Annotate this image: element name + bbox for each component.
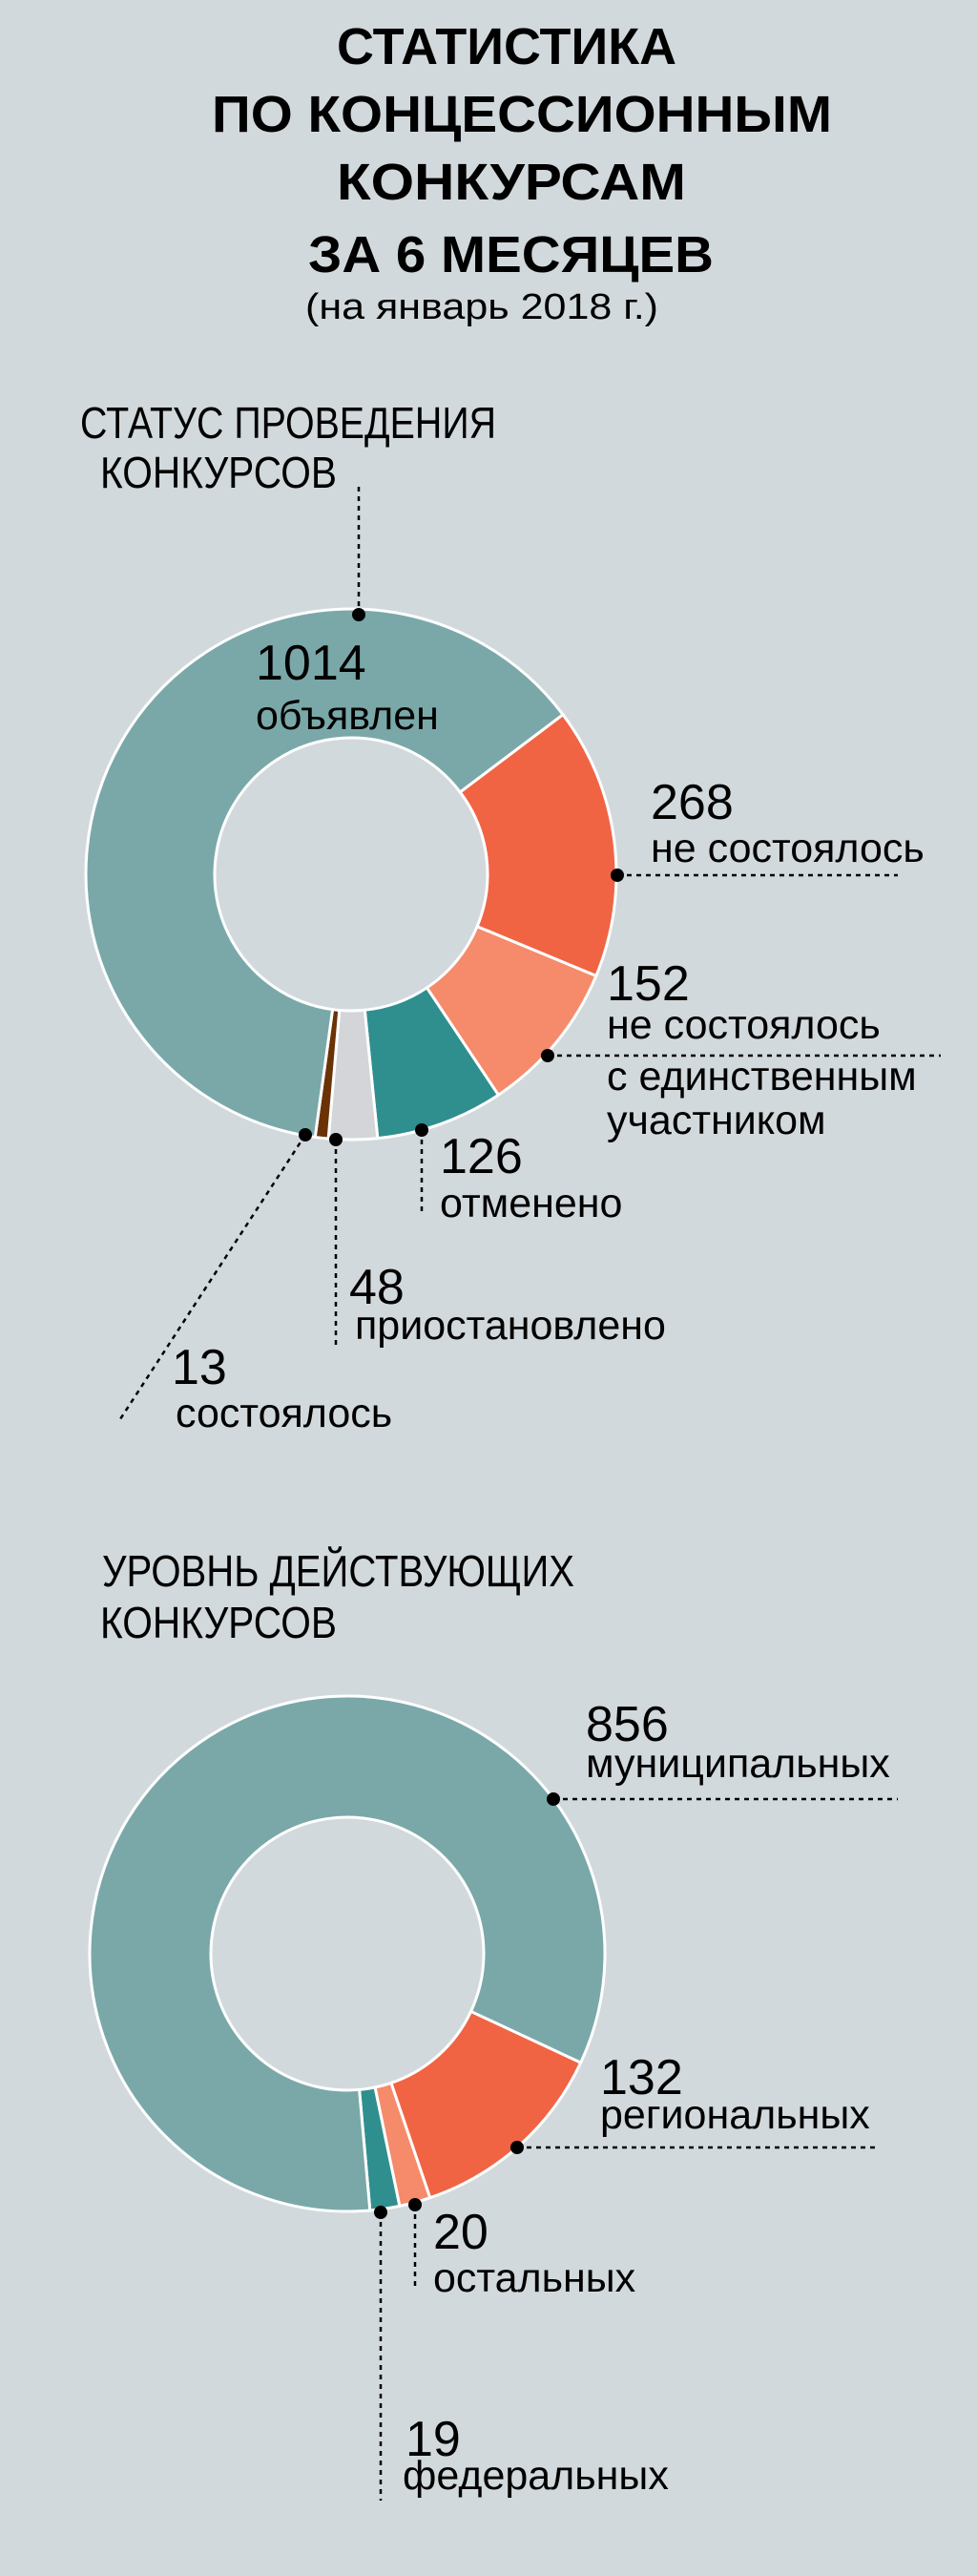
label-municipal: муниципальных — [586, 1741, 890, 1787]
value-failed: 268 — [651, 775, 734, 830]
chart1-title-line-1: СТАТУС ПРОВЕДЕНИЯ — [80, 398, 496, 448]
leader-dot-municipal — [547, 1792, 560, 1806]
value-announced: 1014 — [256, 636, 366, 691]
chart2-donut — [88, 1694, 607, 2213]
label-single-3: участником — [607, 1098, 826, 1143]
leader-dot-failed — [611, 869, 624, 882]
value-held: 13 — [172, 1340, 227, 1395]
label-held: состоялось — [176, 1391, 392, 1436]
title-line-4: ЗА 6 МЕСЯЦЕВ — [308, 226, 714, 283]
value-single: 152 — [607, 956, 690, 1012]
subtitle: (на январь 2018 г.) — [305, 287, 658, 327]
value-federal: 19 — [405, 2412, 461, 2467]
leader-dot-suspended — [329, 1133, 343, 1146]
value-municipal: 856 — [586, 1697, 669, 1752]
value-suspended: 48 — [349, 1260, 405, 1315]
chart1-title-line-2: КОНКУРСОВ — [100, 448, 337, 497]
chart2-title-line-2: КОНКУРСОВ — [100, 1598, 337, 1647]
leader-dot-single — [541, 1049, 554, 1062]
title-line-2: ПО КОНЦЕССИОННЫМ — [212, 86, 832, 143]
donut-segment-1 — [458, 712, 618, 978]
label-single-2: с единственным — [607, 1054, 917, 1100]
label-regional: региональных — [600, 2092, 870, 2138]
title-line-3: КОНКУРСАМ — [337, 154, 686, 211]
leader-dot-held — [299, 1128, 312, 1141]
label-federal: федеральных — [403, 2453, 669, 2499]
label-other: остальных — [433, 2255, 636, 2301]
chart1-donut — [84, 607, 618, 1141]
leader-dot-other — [408, 2198, 422, 2211]
label-announced: объявлен — [256, 693, 439, 739]
label-cancelled: отменено — [440, 1181, 622, 1226]
value-cancelled: 126 — [440, 1129, 523, 1184]
label-single-1: не состоялось — [607, 1002, 881, 1048]
value-regional: 132 — [600, 2050, 683, 2105]
title-line-1: СТАТИСТИКА — [337, 18, 676, 75]
leader-dot-announced — [352, 608, 365, 621]
leader-dot-regional — [510, 2141, 524, 2154]
chart2-title-line-1: УРОВНЬ ДЕЙСТВУЮЩИХ — [102, 1546, 574, 1596]
leader-dot-cancelled — [415, 1123, 428, 1137]
donut-segment-4 — [88, 1694, 607, 2213]
donut-segment-6 — [84, 607, 566, 1140]
leader-dot-federal — [374, 2206, 387, 2219]
value-other: 20 — [433, 2205, 488, 2260]
label-failed: не состоялось — [651, 826, 925, 871]
label-suspended: приостановлено — [355, 1303, 666, 1349]
